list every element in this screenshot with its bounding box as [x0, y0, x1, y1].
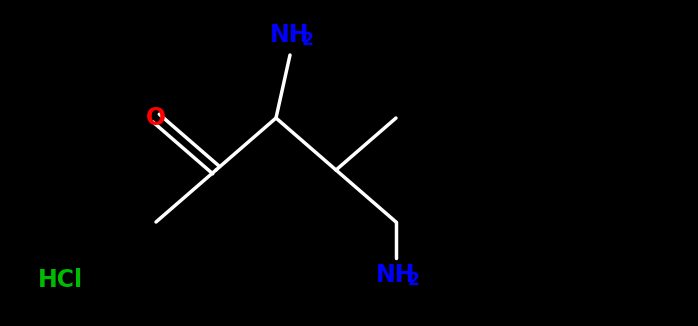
Text: NH: NH [376, 263, 416, 287]
Text: 2: 2 [302, 31, 314, 49]
Text: 2: 2 [408, 271, 420, 289]
Text: O: O [146, 106, 166, 130]
Text: HCl: HCl [38, 268, 82, 292]
Text: NH: NH [270, 23, 310, 47]
